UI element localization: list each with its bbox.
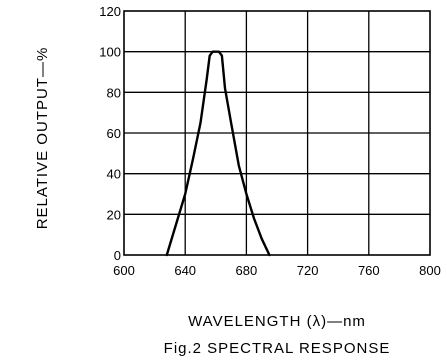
- spectral-response-curve: [165, 50, 271, 257]
- y-tick-label: 0: [114, 248, 121, 263]
- x-tick-label: 600: [113, 263, 135, 278]
- y-axis-label: RELATIVE OUTPUT—%: [34, 47, 51, 230]
- y-tick-label: 120: [99, 4, 121, 19]
- y-tick-label: 60: [107, 126, 121, 141]
- x-tick-label: 640: [174, 263, 196, 278]
- y-tick-label: 40: [107, 167, 121, 182]
- figure-caption: Fig.2 SPECTRAL RESPONSE: [163, 340, 391, 357]
- y-tick-label: 20: [107, 207, 121, 222]
- x-axis-label: WAVELENGTH (λ)—nm: [188, 313, 366, 330]
- plot-frame: [123, 10, 431, 256]
- y-tick-label: 80: [107, 85, 121, 100]
- x-tick-label: 720: [297, 263, 319, 278]
- x-tick-label: 680: [236, 263, 258, 278]
- tick-label-layer: 600 640 680 720 760 800 0 20 40 60 80 100 120: [99, 4, 441, 278]
- series-layer: [165, 50, 271, 257]
- grid-layer: [124, 11, 430, 255]
- x-tick-label: 800: [419, 263, 441, 278]
- x-tick-label: 760: [358, 263, 380, 278]
- y-tick-label: 100: [99, 45, 121, 60]
